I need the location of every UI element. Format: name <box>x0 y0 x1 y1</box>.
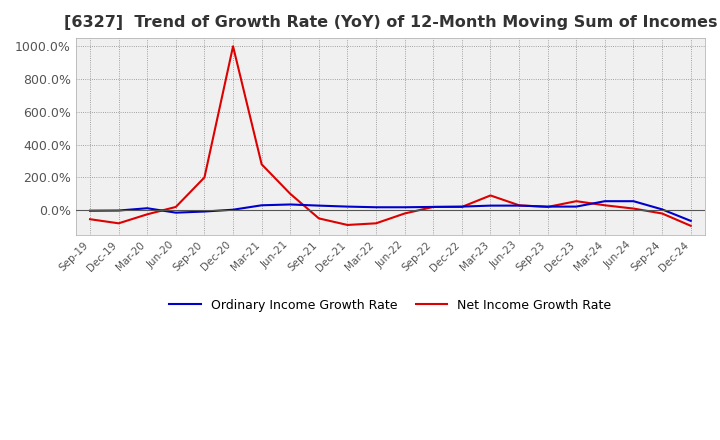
Net Income Growth Rate <box>429 204 438 209</box>
Net Income Growth Rate <box>600 203 609 208</box>
Net Income Growth Rate <box>200 175 209 180</box>
Ordinary Income Growth Rate <box>544 204 552 209</box>
Net Income Growth Rate <box>629 206 638 211</box>
Line: Ordinary Income Growth Rate: Ordinary Income Growth Rate <box>90 201 690 221</box>
Ordinary Income Growth Rate <box>686 218 695 224</box>
Net Income Growth Rate <box>457 204 466 209</box>
Net Income Growth Rate <box>686 223 695 228</box>
Net Income Growth Rate <box>572 198 580 204</box>
Net Income Growth Rate <box>372 221 380 226</box>
Ordinary Income Growth Rate <box>515 203 523 208</box>
Title: [6327]  Trend of Growth Rate (YoY) of 12-Month Moving Sum of Incomes: [6327] Trend of Growth Rate (YoY) of 12-… <box>63 15 717 30</box>
Ordinary Income Growth Rate <box>600 198 609 204</box>
Net Income Growth Rate <box>343 222 352 227</box>
Ordinary Income Growth Rate <box>171 210 180 215</box>
Ordinary Income Growth Rate <box>286 202 294 207</box>
Net Income Growth Rate <box>86 216 94 222</box>
Net Income Growth Rate <box>257 161 266 167</box>
Ordinary Income Growth Rate <box>486 203 495 208</box>
Ordinary Income Growth Rate <box>658 207 667 212</box>
Ordinary Income Growth Rate <box>114 208 123 213</box>
Net Income Growth Rate <box>486 193 495 198</box>
Net Income Growth Rate <box>400 211 409 216</box>
Ordinary Income Growth Rate <box>343 204 352 209</box>
Ordinary Income Growth Rate <box>372 205 380 210</box>
Net Income Growth Rate <box>515 203 523 208</box>
Ordinary Income Growth Rate <box>200 209 209 214</box>
Net Income Growth Rate <box>658 211 667 216</box>
Ordinary Income Growth Rate <box>572 204 580 209</box>
Net Income Growth Rate <box>229 44 238 49</box>
Net Income Growth Rate <box>315 216 323 221</box>
Line: Net Income Growth Rate: Net Income Growth Rate <box>90 46 690 226</box>
Ordinary Income Growth Rate <box>400 205 409 210</box>
Ordinary Income Growth Rate <box>429 204 438 209</box>
Net Income Growth Rate <box>171 204 180 209</box>
Ordinary Income Growth Rate <box>143 205 152 211</box>
Ordinary Income Growth Rate <box>457 204 466 209</box>
Ordinary Income Growth Rate <box>86 208 94 213</box>
Ordinary Income Growth Rate <box>257 203 266 208</box>
Ordinary Income Growth Rate <box>629 198 638 204</box>
Legend: Ordinary Income Growth Rate, Net Income Growth Rate: Ordinary Income Growth Rate, Net Income … <box>164 294 616 317</box>
Ordinary Income Growth Rate <box>229 207 238 213</box>
Net Income Growth Rate <box>286 191 294 196</box>
Net Income Growth Rate <box>544 204 552 209</box>
Net Income Growth Rate <box>143 212 152 217</box>
Ordinary Income Growth Rate <box>315 203 323 208</box>
Net Income Growth Rate <box>114 221 123 226</box>
